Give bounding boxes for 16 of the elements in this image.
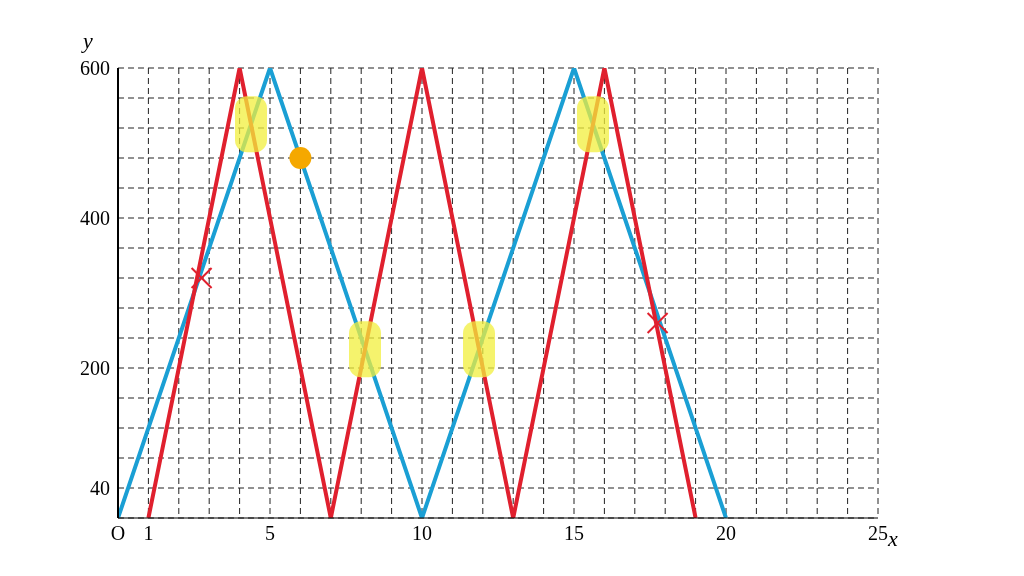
x-tick-label: 20 (716, 522, 736, 545)
y-tick-label: 200 (80, 357, 110, 380)
point (646, 312, 669, 334)
y-axis-title: y (81, 28, 94, 53)
x-tick-label: 5 (265, 522, 275, 545)
y-tick-label: 400 (80, 207, 110, 230)
x-axis-title: x (887, 525, 898, 551)
x-tick-label: O (110, 522, 126, 545)
point (289, 147, 312, 169)
x-tick-label: 10 (412, 522, 432, 545)
point (190, 267, 213, 289)
x-tick-label: 25 (868, 522, 888, 545)
y-tick-label: 40 (90, 477, 110, 500)
x-tick-label: 1 (143, 522, 154, 545)
x-tick-label: 15 (564, 522, 584, 545)
y-tick-label: 600 (80, 57, 110, 80)
